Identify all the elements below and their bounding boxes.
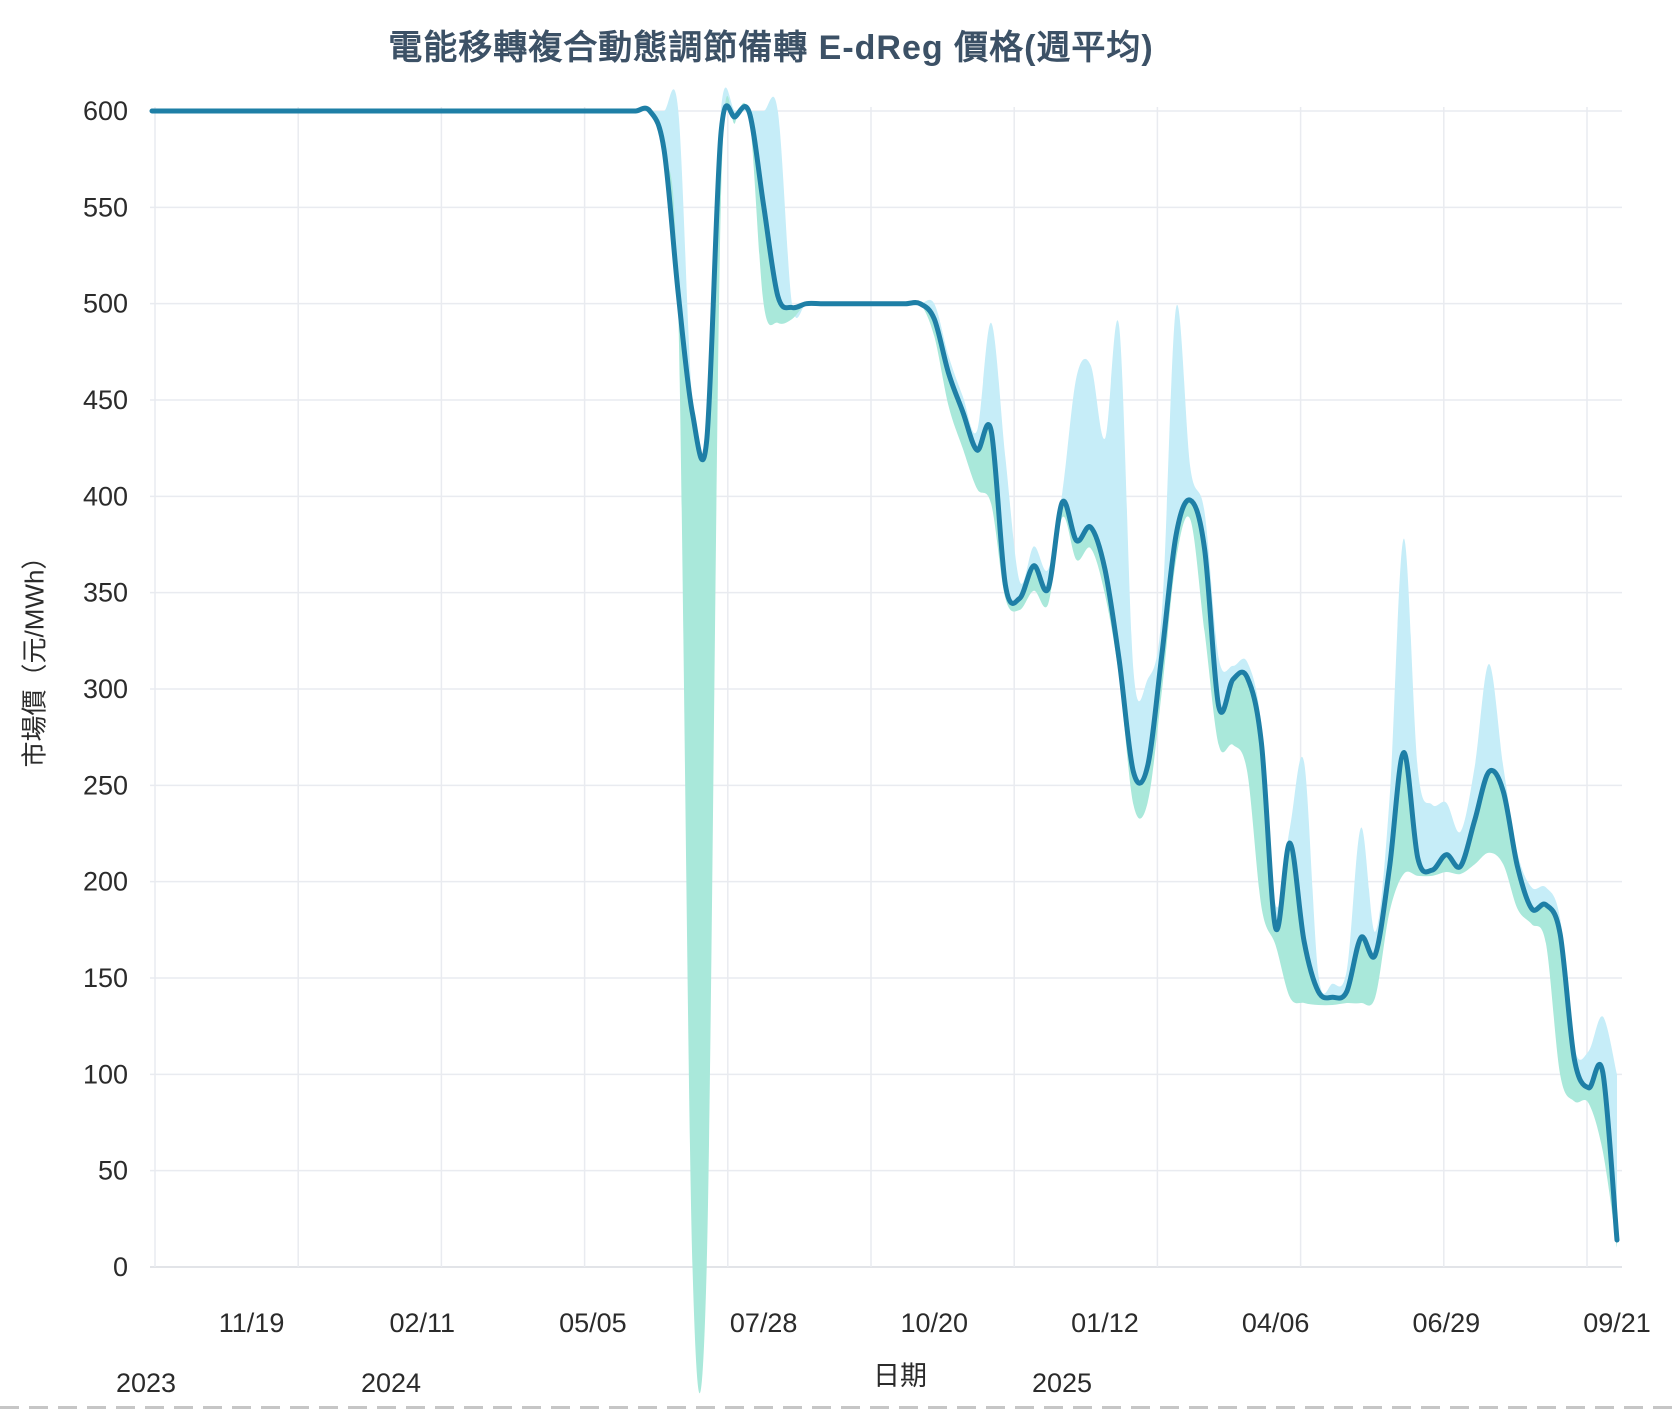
x-tick-label: 02/11 [389, 1308, 455, 1338]
y-axis-title: 市場價（元/MWh） [19, 543, 50, 768]
y-tick-label: 350 [83, 578, 128, 608]
tick-label-layer: 0 50 100 150 200 250 300 350 400 450 500 550 600 11/1… [83, 96, 1651, 1338]
y-tick-label: 600 [83, 96, 128, 126]
y-tick-label: 400 [83, 481, 128, 511]
x-tick-label: 11/19 [219, 1308, 285, 1338]
grid-layer [150, 107, 1622, 1268]
year-label: 2024 [360, 1368, 422, 1398]
year-label: 2025 [1031, 1368, 1093, 1398]
y-tick-label: 100 [83, 1059, 128, 1089]
chart-title: 電能移轉複合動態調節備轉 E-dReg 價格(週平均) [388, 29, 1154, 67]
y-tick-label: 50 [98, 1156, 128, 1186]
y-tick-label: 250 [83, 770, 128, 800]
y-tick-label: 500 [83, 289, 128, 319]
band-upper [152, 87, 1617, 1240]
y-tick-label: 300 [83, 674, 128, 704]
x-tick-label: 10/20 [900, 1308, 968, 1338]
x-tick-label: 04/06 [1242, 1308, 1310, 1338]
y-tick-label: 200 [83, 867, 128, 897]
x-tick-label: 07/28 [730, 1308, 798, 1338]
price-band-layer [152, 87, 1617, 1394]
x-tick-label: 05/05 [559, 1308, 627, 1338]
year-label: 2023 [115, 1368, 177, 1398]
y-tick-label: 0 [113, 1252, 128, 1282]
x-tick-label: 09/21 [1583, 1308, 1651, 1338]
x-tick-label: 06/29 [1413, 1308, 1481, 1338]
y-tick-label: 450 [83, 385, 128, 415]
y-tick-label: 550 [83, 192, 128, 222]
x-axis-title: 日期 [873, 1361, 927, 1391]
y-tick-label: 150 [83, 963, 128, 993]
price-line [149, 103, 1620, 1243]
price-line-layer [149, 103, 1620, 1243]
bottom-dashed-divider [0, 1406, 1676, 1409]
x-tick-label: 01/12 [1071, 1308, 1139, 1338]
